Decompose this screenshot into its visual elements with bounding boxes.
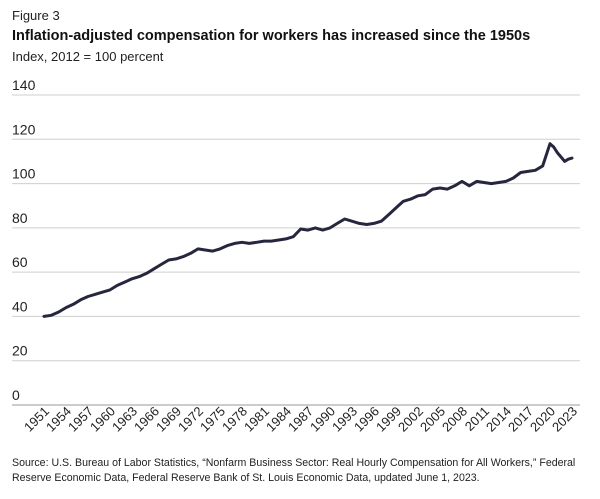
x-tick-label: 2023 [549,404,580,435]
figure-label: Figure 3 [12,8,60,23]
y-axis-ticks: 0 20 40 60 80 100 120 140 [12,77,36,403]
y-tick-label: 0 [12,387,20,403]
source-note: Source: U.S. Bureau of Labor Statistics,… [12,457,576,484]
grid-lines [12,94,580,406]
x-axis-ticks: 1951195419571960196319661969197219751978… [21,404,580,435]
chart-title: Inflation-adjusted compensation for work… [12,28,531,44]
y-tick-label: 120 [12,121,36,137]
series-line-0 [42,142,574,318]
y-tick-label: 40 [12,298,28,314]
y-tick-label: 100 [12,166,36,182]
y-tick-label: 140 [12,77,36,93]
y-tick-label: 60 [12,254,28,270]
line-chart: 0 20 40 60 80 100 120 140 195119541957196019631… [12,77,580,435]
chart-subtitle: Index, 2012 = 100 percent [12,49,164,64]
y-tick-label: 20 [12,343,28,359]
y-tick-label: 80 [12,210,28,226]
series-layer [42,142,574,318]
